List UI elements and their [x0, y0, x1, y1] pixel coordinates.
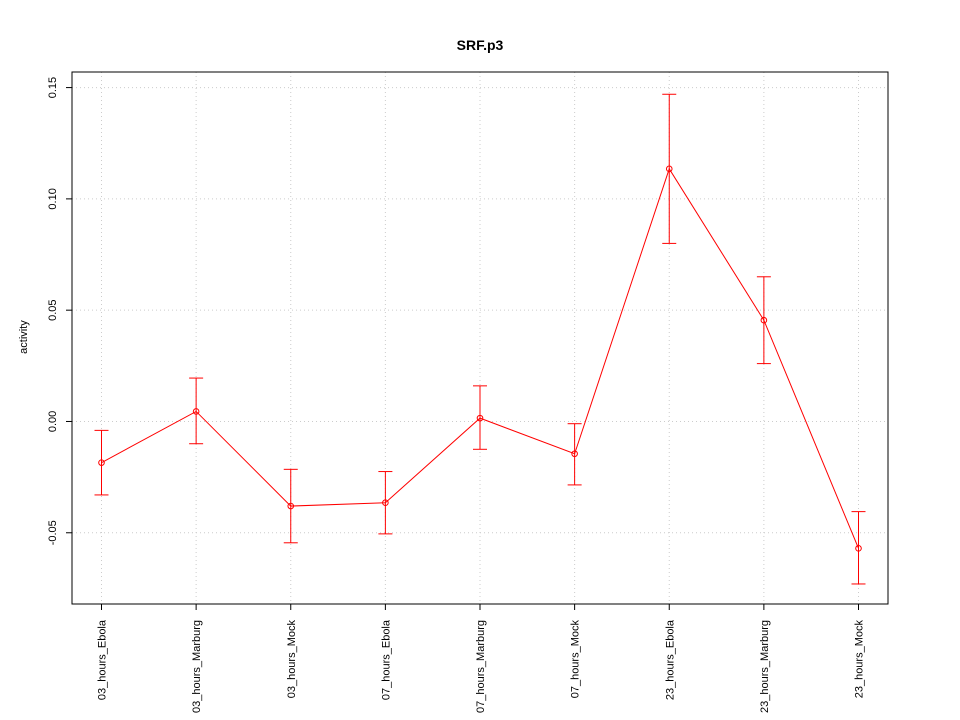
data-point [287, 502, 295, 510]
x-tick-label: 23_hours_Marburg [759, 620, 771, 713]
x-tick-label: 03_hours_Ebola [97, 619, 109, 700]
y-tick-label: 0.10 [47, 188, 59, 209]
x-tick-label: 07_hours_Ebola [380, 619, 392, 700]
y-tick-label: 0.15 [47, 77, 59, 98]
data-point [382, 499, 389, 507]
plot-frame [71, 71, 889, 605]
series-line [101, 167, 859, 549]
data-point [855, 545, 862, 552]
data-point [760, 316, 768, 324]
grid-lines [72, 72, 888, 604]
axes: -0.05 0.00 0.05 0.10 0.15 03_hours_Ebola 03_ho… [47, 77, 866, 713]
data-point [98, 459, 105, 466]
y-tick-label: 0.00 [47, 411, 59, 432]
y-axis-label: activity [18, 320, 30, 354]
y-tick-label: -0.05 [47, 520, 59, 545]
x-tick-label: 07_hours_Mock [570, 620, 582, 699]
x-tick-label: 07_hours_Marburg [475, 620, 487, 713]
x-tick-label: 03_hours_Mock [286, 620, 298, 699]
data-point [665, 165, 673, 173]
data-point [476, 414, 484, 422]
y-tick-label: 0.05 [47, 299, 59, 320]
x-tick-label: 23_hours_Ebola [664, 619, 676, 700]
data-series [94, 93, 866, 585]
data-point [571, 450, 578, 458]
x-tick-label: 23_hours_Mock [854, 620, 866, 699]
chart-title: SRF.p3 [457, 37, 504, 53]
x-tick-label: 03_hours_Marburg [191, 620, 203, 713]
data-point [192, 408, 200, 415]
